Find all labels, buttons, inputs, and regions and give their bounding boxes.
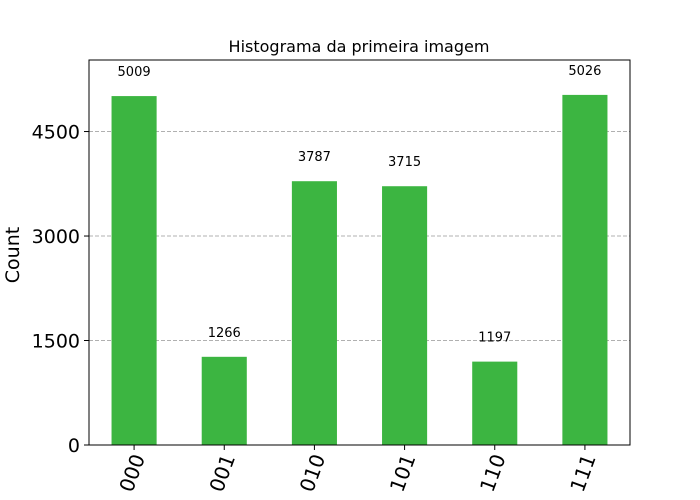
bar-010 [291,181,337,445]
x-axis-ticks: 000 001 010 101 110 111 [114,445,601,495]
grid-lines [89,131,630,342]
data-label-101: 3715 [388,155,421,170]
bar-000 [111,96,157,446]
bar-101 [382,186,428,445]
data-label-010: 3787 [298,150,331,165]
x-tick-label: 101 [385,451,421,495]
x-tick-label: 010 [295,451,331,495]
bar-111 [562,94,608,445]
x-tick-label: 110 [475,451,511,495]
y-tick-label: 1500 [32,331,80,353]
y-tick-label: 4500 [32,122,80,144]
bars [111,94,608,446]
data-label-110: 1197 [478,331,511,346]
bar-110 [472,361,518,445]
data-label-000: 5009 [118,65,151,80]
y-tick-label: 3000 [32,226,80,248]
chart-title: Histograma da primeira imagem [229,37,490,56]
x-tick-label: 000 [114,451,150,495]
data-label-001: 1266 [208,326,241,341]
plot-frame [88,59,631,446]
x-tick-label: 001 [204,451,240,495]
y-axis-label: Count [2,227,24,283]
y-tick-label: 0 [68,435,80,457]
data-labels: 5009 1266 3787 3715 1197 5026 [118,64,602,346]
data-label-111: 5026 [568,64,601,79]
y-axis-ticks: 0 1500 3000 4500 [32,122,89,457]
x-tick-label: 111 [565,451,601,495]
bar-001 [201,356,247,445]
